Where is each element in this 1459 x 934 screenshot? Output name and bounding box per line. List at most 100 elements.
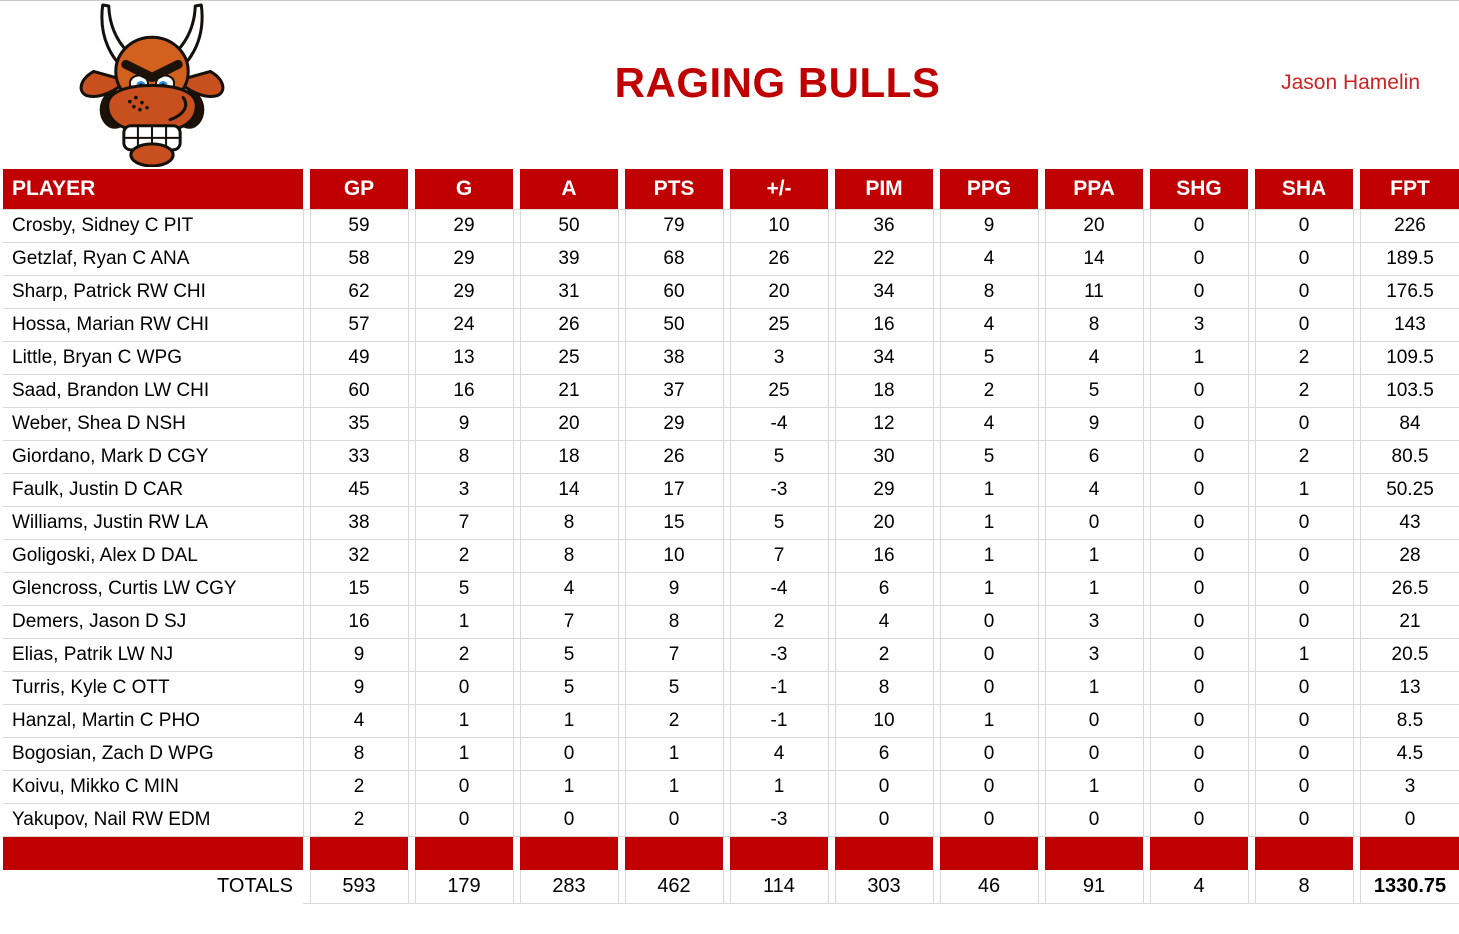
bull-logo-icon (70, 1, 234, 168)
stat-cell: 1 (1044, 671, 1144, 705)
gap-cell (828, 374, 835, 408)
gap-cell (408, 506, 415, 540)
player-row: Turris, Kyle C OTT 9 0 5 5 -1 8 0 1 0 0 13 (3, 671, 1459, 705)
column-header-shg: SHG (1150, 169, 1248, 210)
gap-cell (828, 407, 835, 441)
player-row: Koivu, Mikko C MIN 2 0 1 1 1 0 0 1 0 0 3 (3, 770, 1459, 804)
player-name-cell: Elias, Patrik LW NJ (3, 638, 304, 672)
gap-cell (303, 440, 310, 474)
stat-cell: 0 (939, 605, 1039, 639)
stat-cell: 25 (519, 341, 619, 375)
gap-cell (1038, 870, 1045, 904)
gap-cell (1038, 341, 1045, 375)
separator-cell (1360, 836, 1459, 870)
gap-cell (828, 870, 835, 904)
gap-cell (828, 638, 835, 672)
stat-cell: 0 (1149, 374, 1249, 408)
gap-cell (408, 638, 415, 672)
gap-cell (723, 374, 730, 408)
stat-cell: 24 (414, 308, 514, 342)
gap-cell (933, 242, 940, 276)
gap-cell (1038, 275, 1045, 309)
grand-total-fpt: 1330.75 (1359, 870, 1459, 904)
gap-cell (1038, 308, 1045, 342)
stat-cell: 16 (834, 308, 934, 342)
gap-cell (408, 440, 415, 474)
stat-cell: 3 (729, 341, 829, 375)
gap-cell (1248, 870, 1255, 904)
player-row: Little, Bryan C WPG 49 13 25 38 3 34 5 4 1 2 109.5 (3, 341, 1459, 375)
player-name-cell: Little, Bryan C WPG (3, 341, 304, 375)
stats-table: PLAYER GP G A PTS +/- PIM PPG PPA SHG SHA FPT Crosb… (3, 169, 1459, 904)
gap-cell (303, 671, 310, 705)
stat-cell: 1 (1149, 341, 1249, 375)
stat-cell: 226 (1359, 209, 1459, 243)
column-header-g: G (415, 169, 513, 210)
gap-cell (618, 704, 625, 738)
stat-cell: 4 (834, 605, 934, 639)
gap-cell (1143, 374, 1150, 408)
stat-cell: 5 (939, 341, 1039, 375)
gap-cell (723, 605, 730, 639)
gap-cell (303, 638, 310, 672)
separator-gap (1143, 836, 1150, 870)
gap-cell (1143, 539, 1150, 573)
gap-cell (933, 308, 940, 342)
stat-cell: 2 (729, 605, 829, 639)
totals-label: TOTALS (217, 875, 293, 898)
stat-cell: 1 (624, 770, 724, 804)
separator-cell (520, 836, 618, 870)
stat-cell: 21 (519, 374, 619, 408)
stat-cell: 18 (519, 440, 619, 474)
gap-cell (513, 308, 520, 342)
stat-cell: 5 (729, 440, 829, 474)
gap-cell (303, 242, 310, 276)
stat-cell: 25 (729, 308, 829, 342)
gap-cell (1353, 803, 1360, 837)
separator-cell (1045, 836, 1143, 870)
stat-cell: 1 (519, 770, 619, 804)
gap-cell (513, 341, 520, 375)
gap-cell (828, 209, 835, 243)
gap-cell (1038, 638, 1045, 672)
gap-cell (723, 242, 730, 276)
total-cell: 593 (309, 870, 409, 904)
separator-gap (1248, 836, 1255, 870)
gap-cell (618, 242, 625, 276)
gap-cell (513, 209, 520, 243)
stat-cell: 43 (1359, 506, 1459, 540)
stat-cell: 0 (1149, 803, 1249, 837)
gap-cell (408, 407, 415, 441)
gap-cell (303, 275, 310, 309)
gap-cell (408, 770, 415, 804)
gap-cell (618, 605, 625, 639)
gap-cell (408, 209, 415, 243)
stat-cell: 0 (939, 638, 1039, 672)
stat-cell: 2 (309, 770, 409, 804)
table-body: Crosby, Sidney C PIT 59 29 50 79 10 36 9 20 0 0 226… (3, 209, 1459, 904)
gap-cell (1143, 870, 1150, 904)
stat-cell: 1 (1254, 638, 1354, 672)
gap-cell (1038, 440, 1045, 474)
stat-cell: 49 (309, 341, 409, 375)
gap-cell (828, 704, 835, 738)
gap-cell (408, 242, 415, 276)
stat-cell: 14 (519, 473, 619, 507)
stat-cell: 6 (834, 737, 934, 771)
stat-cell: 20 (834, 506, 934, 540)
stat-cell: 3 (414, 473, 514, 507)
totals-row: TOTALS 593 179 283 462 114 303 46 91 4 8 1330.75 (3, 870, 1459, 904)
stat-cell: 29 (414, 209, 514, 243)
gap-cell (618, 275, 625, 309)
stat-cell: 1 (939, 572, 1039, 606)
gap-cell (408, 605, 415, 639)
gap-cell (828, 803, 835, 837)
player-name-cell: Williams, Justin RW LA (3, 506, 304, 540)
player-name-cell: Crosby, Sidney C PIT (3, 209, 304, 243)
stat-cell: 26 (624, 440, 724, 474)
stat-cell: 9 (1044, 407, 1144, 441)
gap-cell (933, 209, 940, 243)
gap-cell (1353, 275, 1360, 309)
stat-cell: 0 (1149, 407, 1249, 441)
player-row: Hossa, Marian RW CHI 57 24 26 50 25 16 4 8 3 0 143 (3, 308, 1459, 342)
